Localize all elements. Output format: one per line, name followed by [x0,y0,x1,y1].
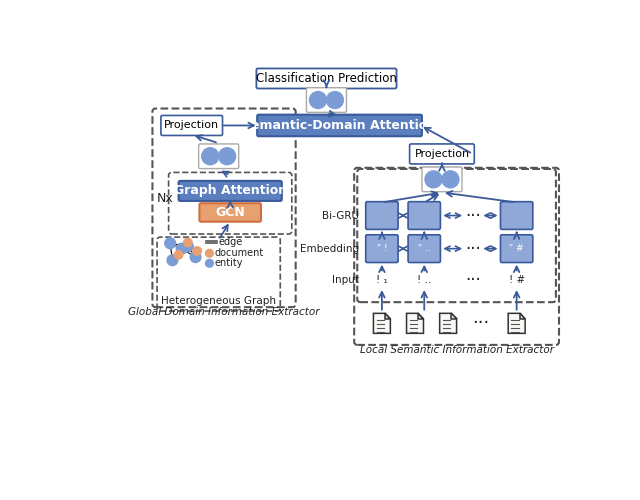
Polygon shape [385,314,390,318]
Text: Semantic-Domain Attention: Semantic-Domain Attention [243,119,436,132]
Text: document: document [215,248,264,258]
Circle shape [167,255,178,266]
Text: ! ..: ! .. [417,275,431,285]
Text: Heterogeneous Graph: Heterogeneous Graph [161,296,276,306]
Text: GCN: GCN [215,206,245,219]
Text: Projection: Projection [164,120,220,130]
FancyBboxPatch shape [179,181,282,201]
Circle shape [326,92,344,108]
Circle shape [174,250,183,259]
Text: ! ₁: ! ₁ [376,275,388,285]
Text: ···: ··· [472,314,490,332]
Circle shape [193,246,202,255]
Text: Nx: Nx [157,192,174,205]
Circle shape [184,238,192,246]
FancyBboxPatch shape [365,235,398,262]
Text: Bi-GRU: Bi-GRU [322,210,359,220]
Polygon shape [508,314,525,334]
Text: Global Domain Information Extractor: Global Domain Information Extractor [128,307,320,317]
Text: Embedding: Embedding [300,244,359,254]
FancyBboxPatch shape [257,68,397,88]
Text: Graph Attention: Graph Attention [173,184,287,198]
Circle shape [182,241,193,252]
Circle shape [442,171,459,188]
Circle shape [190,252,201,262]
Text: " !: " ! [376,244,387,253]
Polygon shape [440,314,456,334]
Circle shape [205,250,213,257]
FancyBboxPatch shape [257,114,422,136]
Text: Classification Prediction: Classification Prediction [256,72,397,85]
FancyBboxPatch shape [408,235,440,262]
FancyBboxPatch shape [161,116,223,136]
Circle shape [205,260,213,267]
FancyBboxPatch shape [410,144,474,164]
Polygon shape [520,314,525,318]
Text: entity: entity [215,258,243,268]
Circle shape [176,244,187,254]
Text: ···: ··· [465,271,481,289]
Polygon shape [373,314,390,334]
FancyBboxPatch shape [365,202,398,230]
FancyBboxPatch shape [408,202,440,230]
Text: " ..: " .. [418,244,431,253]
Polygon shape [451,314,456,318]
Text: ! #: ! # [509,275,525,285]
Circle shape [310,92,326,108]
Text: Projection: Projection [414,149,470,159]
Circle shape [219,148,236,164]
Text: Local Semantic Information Extractor: Local Semantic Information Extractor [360,344,554,354]
Circle shape [202,148,219,164]
Text: ···: ··· [465,206,481,224]
Circle shape [164,238,175,248]
Circle shape [425,171,442,188]
FancyBboxPatch shape [307,88,346,112]
FancyBboxPatch shape [500,202,533,230]
FancyBboxPatch shape [422,167,462,192]
FancyBboxPatch shape [198,144,239,169]
FancyBboxPatch shape [500,235,533,262]
Polygon shape [406,314,424,334]
Text: Input: Input [332,275,359,285]
FancyBboxPatch shape [200,203,261,222]
Text: " #: " # [509,244,524,253]
Polygon shape [418,314,424,318]
Text: ···: ··· [465,240,481,258]
Text: edge: edge [219,238,243,248]
